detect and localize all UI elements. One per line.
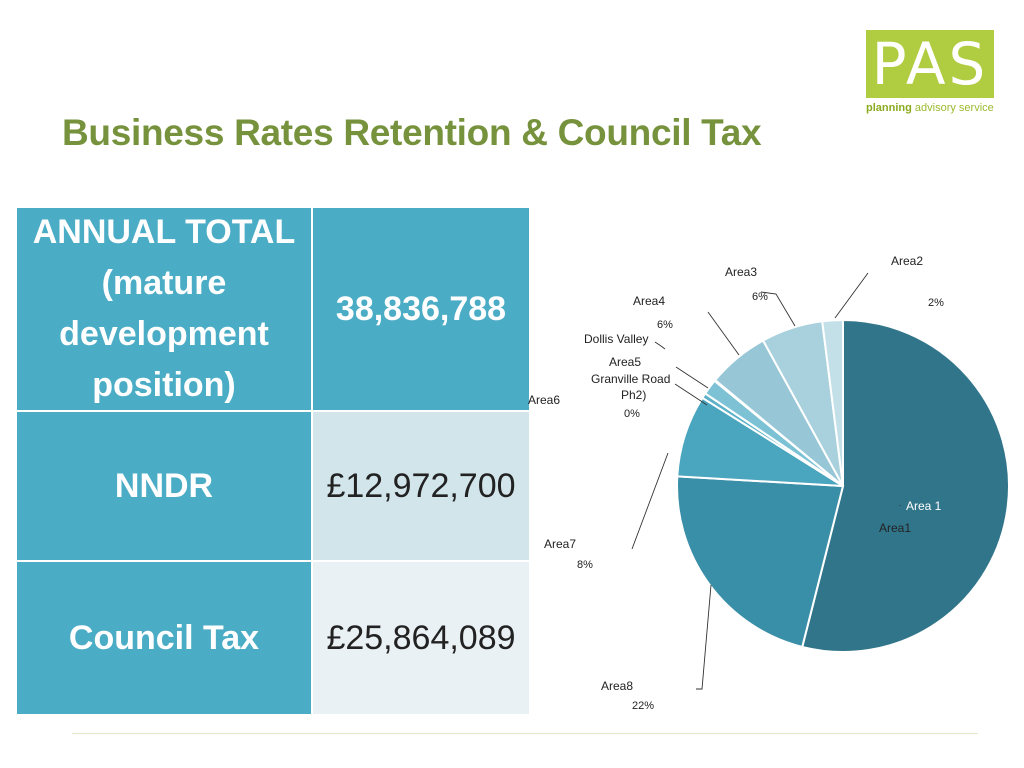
pie-slice-area8 [676,475,845,649]
label-area5: Area5 [609,355,641,369]
row-nndr-label: NNDR [17,412,311,560]
logo-sub-bold: planning [866,102,912,114]
label-area1-inner: Area 1 [906,499,942,513]
leader-dollis [654,341,666,350]
leader-area4 [707,311,740,356]
leader-area5 [675,366,709,389]
row-annual-total-label: ANNUAL TOTAL (mature development positio… [17,208,311,410]
label-area6: Area6 [528,393,560,407]
row-nndr-value: £12,972,700 [313,412,529,560]
label-area3-pct: 6% [752,291,768,303]
pie-slice-granville-road-ph2 [704,392,844,487]
label-area1: Area1 [879,521,911,535]
logo-mark: PAS [866,30,994,98]
pie-slice-dollis-valley [713,378,844,487]
label-granville-1: Granville Road [591,372,670,386]
page-title: Business Rates Retention & Council Tax [62,112,762,153]
leader-area3 [760,291,796,327]
pie-slice-area7 [676,396,844,487]
footer-divider [72,733,978,734]
label-area8-pct: 22% [632,700,654,712]
leader-area8 [696,584,712,690]
row-annual-total-value: 38,836,788 [313,208,529,410]
leader-area7 [631,452,669,550]
label-area4: Area4 [633,294,665,308]
table-divider [17,560,529,562]
pas-logo: PAS planning advisory service [866,30,998,114]
label-area3: Area3 [725,265,757,279]
pie-slice-area2 [821,318,844,487]
row-council-tax-value: £25,864,089 [313,562,529,714]
leader-granville [674,383,708,406]
label-area2: Area2 [891,254,923,268]
logo-subtitle: planning advisory service [866,102,998,114]
label-area4-pct: 6% [657,319,673,331]
totals-table: ANNUAL TOTAL (mature development positio… [17,208,529,714]
pie-slice-area1 [801,318,1010,653]
label-granville-pct: 0% [624,408,640,420]
pie-slice-area5 [703,379,844,487]
label-granville-2: Ph2) [621,388,646,402]
label-dollis-valley: Dollis Valley [584,332,648,346]
label-area8: Area8 [601,679,633,693]
row-council-tax-label: Council Tax [17,562,311,714]
pie-slice-area3 [761,320,844,487]
table-divider [17,410,529,412]
label-area7: Area7 [544,537,576,551]
table-divider [311,208,313,714]
pie-slice-area6 [700,392,844,487]
leader-area2 [834,272,869,319]
pie-slice-area4 [713,339,844,487]
label-area2-pct: 2% [928,297,944,309]
logo-sub-rest: advisory service [914,102,994,114]
label-area7-pct: 8% [577,559,593,571]
